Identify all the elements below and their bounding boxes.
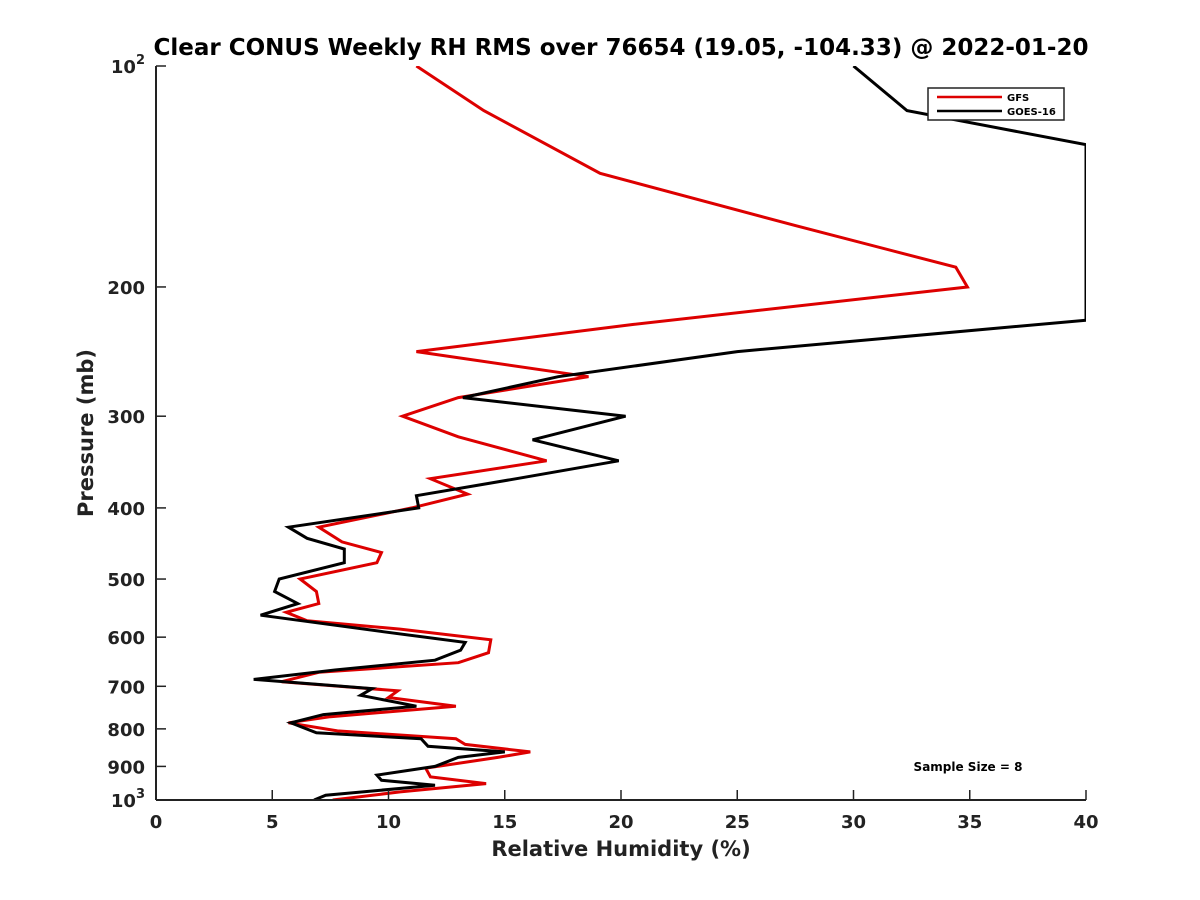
series-line-goes-16 [253, 66, 1086, 800]
x-tick-label: 5 [266, 812, 279, 833]
x-tick-label: 40 [1073, 812, 1098, 833]
legend-box [927, 87, 1065, 121]
legend: GFS GOES-16 [927, 87, 1065, 121]
series-line-gfs [281, 66, 970, 800]
y-tick-label: 400 [107, 499, 145, 520]
x-tick-label: 10 [376, 812, 401, 833]
x-tick-label: 15 [492, 812, 517, 833]
legend-label-gfs: GFS [1007, 93, 1029, 104]
y-tick-label: 102 [111, 53, 145, 78]
x-tick-label: 30 [841, 812, 866, 833]
x-axis-ticks: 0 5 10 15 20 25 30 35 40 [150, 790, 1099, 833]
y-tick-label: 600 [107, 628, 145, 649]
x-axis-label: Relative Humidity (%) [491, 837, 750, 861]
x-tick-label: 25 [725, 812, 750, 833]
y-tick-label: 300 [107, 407, 145, 428]
x-tick-label: 20 [608, 812, 633, 833]
y-tick-label: 200 [107, 278, 145, 299]
x-tick-label: 35 [957, 812, 982, 833]
y-tick-label: 800 [107, 720, 145, 741]
y-tick-label: 700 [107, 677, 145, 698]
chart-title: Clear CONUS Weekly RH RMS over 76654 (19… [154, 35, 1089, 61]
y-tick-label: 900 [107, 757, 145, 778]
y-axis-label: Pressure (mb) [74, 349, 98, 517]
x-tick-label: 0 [150, 812, 163, 833]
y-tick-label: 103 [111, 787, 145, 812]
y-tick-label: 500 [107, 570, 145, 591]
series-layer [253, 66, 1086, 800]
legend-label-goes-16: GOES-16 [1007, 107, 1056, 118]
sample-size-annotation: Sample Size = 8 [914, 760, 1023, 774]
y-axis-ticks: 102 200 300 400 500 600 700 800 900 103 [107, 53, 166, 812]
